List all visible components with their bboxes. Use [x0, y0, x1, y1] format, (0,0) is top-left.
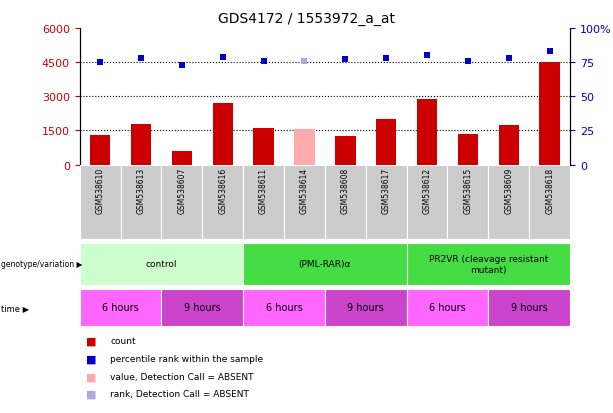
Bar — [406, 289, 489, 326]
Text: GSM538613: GSM538613 — [137, 167, 145, 214]
Text: GSM538614: GSM538614 — [300, 167, 309, 214]
Text: GSM538612: GSM538612 — [422, 167, 432, 214]
Bar — [161, 165, 202, 240]
Text: 6 hours: 6 hours — [429, 303, 466, 313]
Bar — [80, 289, 161, 326]
Text: percentile rank within the sample: percentile rank within the sample — [110, 354, 264, 363]
Text: ■: ■ — [86, 371, 96, 381]
Text: GSM538608: GSM538608 — [341, 167, 350, 214]
Text: 6 hours: 6 hours — [102, 303, 139, 313]
Bar — [294, 129, 314, 165]
Text: GSM538607: GSM538607 — [177, 167, 186, 214]
Bar — [161, 289, 243, 326]
Text: 6 hours: 6 hours — [265, 303, 302, 313]
Bar — [172, 152, 192, 165]
Bar — [406, 244, 570, 285]
Text: GSM538617: GSM538617 — [382, 167, 390, 214]
Bar — [202, 165, 243, 240]
Bar — [335, 137, 356, 165]
Bar — [80, 244, 243, 285]
Bar — [284, 165, 325, 240]
Text: ■: ■ — [86, 336, 96, 346]
Text: time ▶: time ▶ — [1, 303, 29, 312]
Text: 9 hours: 9 hours — [184, 303, 221, 313]
Bar — [90, 135, 110, 165]
Bar — [80, 165, 121, 240]
Text: 9 hours: 9 hours — [348, 303, 384, 313]
Bar — [325, 289, 406, 326]
Text: GSM538611: GSM538611 — [259, 167, 268, 214]
Bar — [498, 126, 519, 165]
Bar — [253, 129, 274, 165]
Bar — [489, 289, 570, 326]
Bar — [325, 165, 366, 240]
Text: count: count — [110, 336, 136, 345]
Bar — [243, 165, 284, 240]
Bar — [131, 124, 151, 165]
Text: GSM538615: GSM538615 — [463, 167, 473, 214]
Bar — [489, 165, 529, 240]
Text: GSM538618: GSM538618 — [545, 167, 554, 214]
Bar — [243, 289, 325, 326]
Text: ■: ■ — [86, 389, 96, 399]
Text: rank, Detection Call = ABSENT: rank, Detection Call = ABSENT — [110, 389, 249, 399]
Bar — [458, 135, 478, 165]
Bar — [366, 165, 406, 240]
Text: ■: ■ — [86, 354, 96, 363]
Bar — [539, 63, 560, 165]
Bar — [417, 99, 437, 165]
Bar — [406, 165, 447, 240]
Text: GDS4172 / 1553972_a_at: GDS4172 / 1553972_a_at — [218, 12, 395, 26]
Bar — [529, 165, 570, 240]
Bar — [121, 165, 161, 240]
Text: GSM538616: GSM538616 — [218, 167, 227, 214]
Text: value, Detection Call = ABSENT: value, Detection Call = ABSENT — [110, 372, 254, 381]
Bar — [447, 165, 489, 240]
Bar — [213, 104, 233, 165]
Text: (PML-RAR)α: (PML-RAR)α — [299, 260, 351, 269]
Text: GSM538609: GSM538609 — [504, 167, 513, 214]
Bar — [376, 120, 397, 165]
Text: PR2VR (cleavage resistant
mutant): PR2VR (cleavage resistant mutant) — [428, 255, 548, 274]
Text: 9 hours: 9 hours — [511, 303, 547, 313]
Text: control: control — [146, 260, 177, 269]
Bar — [243, 244, 406, 285]
Text: GSM538610: GSM538610 — [96, 167, 105, 214]
Text: genotype/variation ▶: genotype/variation ▶ — [1, 260, 83, 269]
